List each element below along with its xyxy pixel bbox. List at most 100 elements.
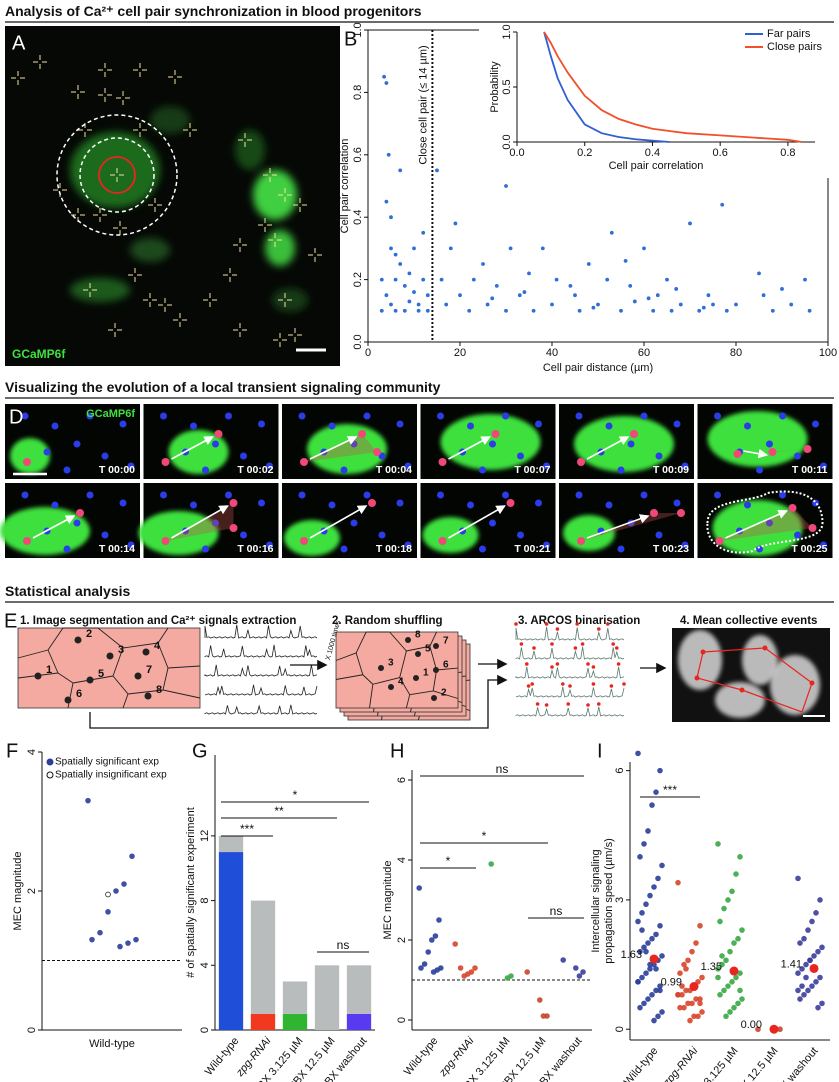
active-node — [214, 430, 223, 438]
data-point — [651, 1017, 657, 1024]
cell-node — [266, 541, 273, 549]
cell-centroid — [134, 672, 142, 680]
y-tick-label: 0.0 — [501, 134, 513, 149]
calcium-trace — [515, 686, 625, 698]
data-point — [813, 910, 819, 916]
y-axis-label: MEC magnitude — [382, 861, 394, 940]
data-point — [729, 888, 735, 895]
community-area — [719, 508, 813, 541]
data-point — [733, 974, 739, 981]
flow-arrow — [89, 674, 508, 729]
calcium-trace — [515, 706, 625, 717]
cell-node — [119, 420, 127, 428]
data-point — [421, 961, 428, 967]
cell-node — [605, 501, 613, 509]
cell-node — [812, 499, 819, 507]
data-point — [635, 918, 641, 925]
y-tick-label: 6 — [396, 777, 408, 783]
legend-label: Close pairs — [767, 41, 823, 53]
event-node — [700, 649, 706, 655]
event-dot — [535, 702, 540, 706]
calcium-trace — [204, 664, 318, 677]
data-point — [809, 918, 815, 925]
cell-node — [73, 440, 81, 448]
cell-node — [396, 420, 404, 428]
point — [522, 290, 527, 294]
bar-segment — [218, 852, 244, 1030]
y-tick-label: 0.4 — [352, 210, 364, 225]
data-point — [677, 1004, 683, 1011]
cell-node — [378, 531, 386, 539]
y-tick-label: 0.0 — [352, 334, 364, 349]
point — [531, 308, 536, 313]
cell-fluorescence — [563, 515, 615, 551]
event-dot — [597, 702, 601, 706]
event-dot — [566, 702, 570, 706]
event-dot — [575, 622, 579, 626]
data-point — [795, 875, 801, 882]
data-point — [723, 957, 729, 964]
cell-id: 6 — [76, 688, 82, 700]
data-point — [733, 871, 739, 877]
cell-node — [489, 519, 496, 527]
cell-node — [240, 452, 247, 460]
event-dot — [591, 682, 596, 686]
data-point — [649, 935, 655, 942]
cell-border — [335, 652, 357, 661]
propagation-arrow — [309, 505, 368, 539]
cell-centroid — [415, 651, 421, 657]
data-point — [649, 802, 655, 808]
cell-id: 8 — [156, 684, 162, 696]
y-axis-label: MEC magnitude — [12, 852, 24, 931]
cell-id: 5 — [98, 668, 104, 680]
cell-node — [575, 491, 583, 499]
event-dot — [591, 665, 596, 669]
data-point — [117, 943, 123, 950]
data-point — [797, 996, 803, 1002]
cell-centroid — [34, 672, 42, 680]
point — [412, 246, 416, 251]
point — [384, 199, 389, 204]
bar-segment — [282, 981, 308, 1014]
cell-id: 8 — [415, 630, 421, 641]
cell-node — [467, 422, 474, 430]
point — [481, 262, 485, 266]
cell-node — [640, 491, 648, 499]
time-stamp: T 00:07 — [514, 464, 550, 476]
cell-border — [47, 649, 59, 674]
panel-label: I — [597, 740, 603, 762]
data-point — [803, 961, 809, 968]
time-stamp: T 00:14 — [99, 543, 135, 555]
event-dot — [544, 622, 549, 626]
cell-border — [335, 674, 363, 680]
propagation-arrow — [586, 514, 650, 539]
propagation-arrow — [725, 509, 788, 539]
point — [623, 258, 628, 263]
cell-node — [489, 440, 496, 448]
cell-border — [409, 690, 434, 696]
data-point — [540, 1013, 547, 1019]
point — [554, 277, 559, 282]
cell-border — [17, 649, 49, 659]
active-node — [300, 537, 308, 545]
cell-node — [298, 491, 306, 499]
point — [697, 308, 702, 313]
point — [780, 287, 784, 291]
cell-centroid — [433, 643, 439, 649]
data-point — [813, 979, 819, 985]
point — [591, 305, 596, 310]
data-point — [428, 937, 435, 943]
bar-segment — [346, 965, 372, 1014]
point — [416, 302, 421, 307]
data-point — [639, 974, 645, 981]
cell-id: 7 — [443, 636, 449, 647]
community-area — [581, 513, 681, 541]
cell-node — [328, 422, 336, 430]
data-point — [125, 940, 131, 946]
data-point — [639, 927, 645, 933]
data-point — [819, 1000, 825, 1007]
bar-segment — [218, 835, 244, 853]
cell-node — [350, 519, 358, 527]
active-node — [300, 458, 308, 466]
